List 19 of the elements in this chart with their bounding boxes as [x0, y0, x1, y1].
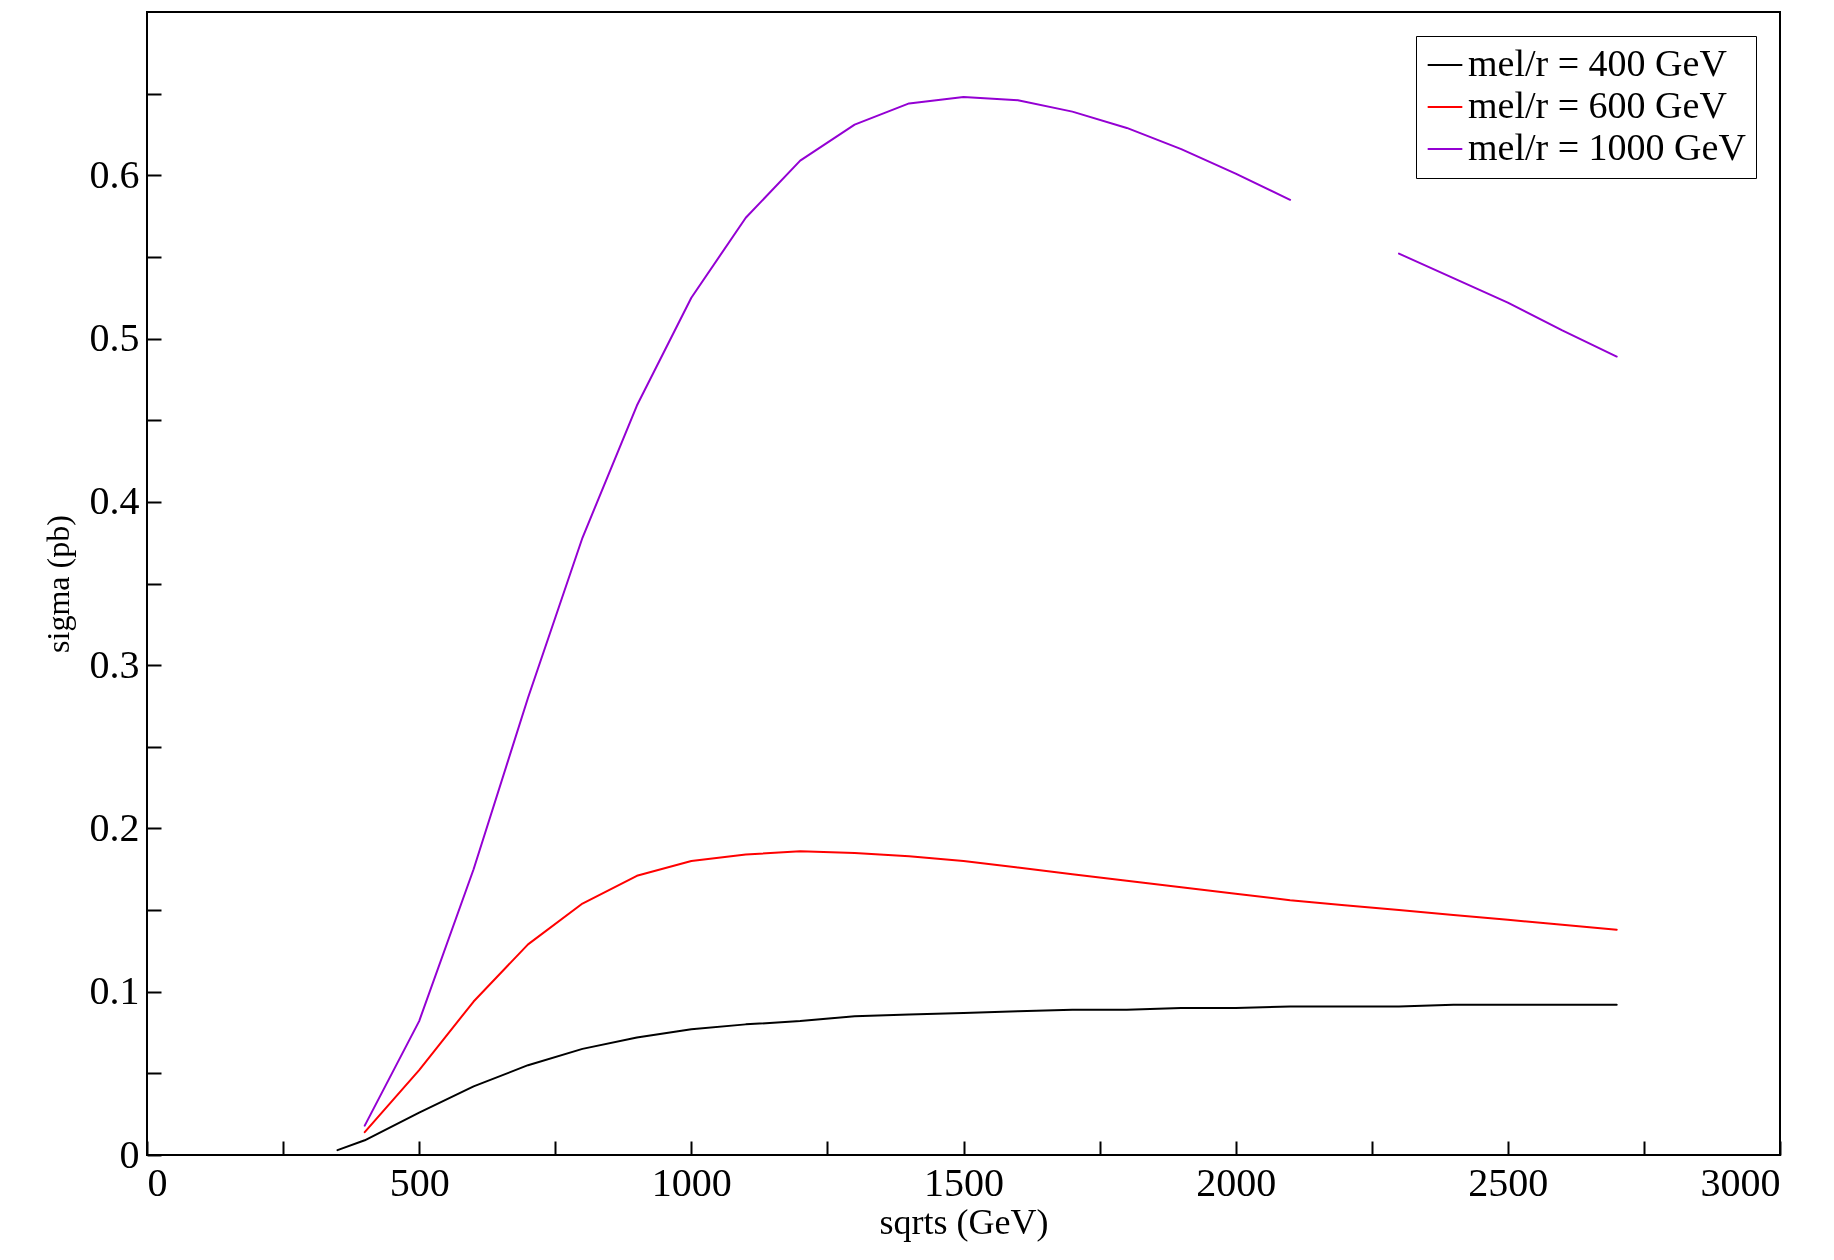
y-axis-title: sigma (pb): [39, 515, 76, 653]
legend-label: mel/r = 600 GeV: [1468, 84, 1728, 126]
x-tick-label: 2000: [1196, 1159, 1277, 1205]
y-tick-label: 0.2: [89, 804, 140, 850]
x-tick-label: 2500: [1468, 1159, 1549, 1205]
y-tick-label: 0: [119, 1131, 140, 1177]
y-tick-label: 0.4: [89, 478, 140, 524]
x-tick-label: 500: [389, 1159, 450, 1205]
x-tick-label: 1000: [651, 1159, 732, 1205]
line-series: [363, 850, 1618, 1134]
y-tick-label: 0.6: [89, 151, 140, 197]
line-series: [336, 1003, 1618, 1152]
x-tick-label: 3000: [1700, 1159, 1781, 1205]
y-tick-label: 0.1: [89, 968, 140, 1014]
y-tick-label: 0.5: [89, 315, 140, 361]
y-tick-label: 0.3: [89, 641, 140, 687]
legend-label: mel/r = 400 GeV: [1468, 42, 1728, 84]
x-tick-label: 0: [147, 1159, 168, 1205]
legend-label: mel/r = 1000 GeV: [1468, 126, 1747, 168]
